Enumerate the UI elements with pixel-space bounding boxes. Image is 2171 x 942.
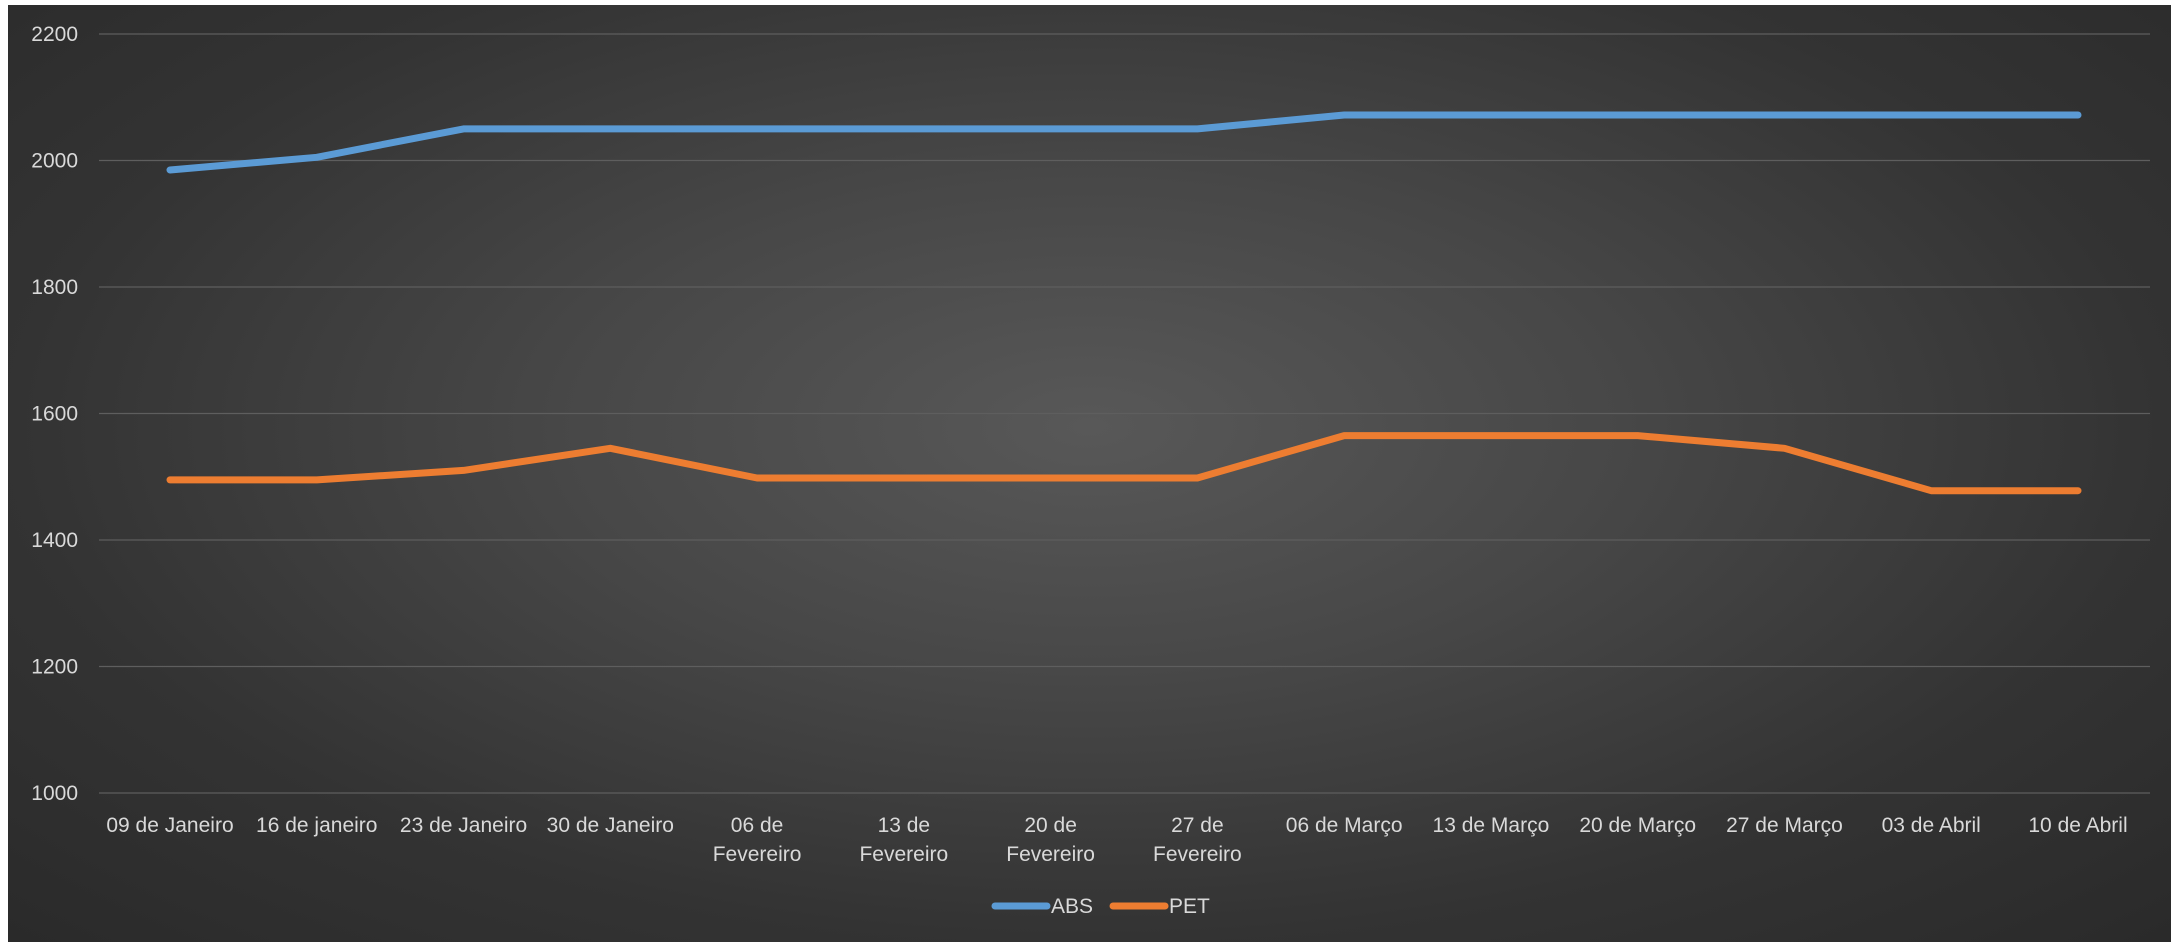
y-tick-label: 1600 <box>31 403 78 426</box>
x-tick-label: 13 de Fevereiro <box>859 814 948 866</box>
x-tick-label: 27 de Fevereiro <box>1153 814 1242 866</box>
x-tick-label: 06 de Março <box>1286 814 1403 837</box>
x-tick-label: 16 de janeiro <box>256 814 377 837</box>
x-tick-label: 27 de Março <box>1726 814 1843 837</box>
x-axis-ticks: 09 de Janeiro 16 de janeiro 23 de Janeiro 3… <box>106 814 2127 866</box>
x-tick-label: 09 de Janeiro <box>106 814 233 837</box>
series-line-pet <box>166 432 2082 495</box>
x-tick-label: 13 de Março <box>1433 814 1550 837</box>
x-tick-label: 30 de Janeiro <box>547 814 674 837</box>
gridlines <box>99 33 2150 794</box>
y-tick-label: 1800 <box>31 276 78 299</box>
x-tick-label: 23 de Janeiro <box>400 814 527 837</box>
x-tick-label: 20 de Março <box>1579 814 1696 837</box>
y-tick-label: 2200 <box>31 23 78 46</box>
legend-label-abs: ABS <box>1051 895 1093 918</box>
y-tick-label: 1000 <box>31 782 78 805</box>
x-tick-label: 20 de Fevereiro <box>1006 814 1095 866</box>
y-tick-label: 2000 <box>31 150 78 173</box>
legend: ABS PET <box>991 895 1210 918</box>
series-line-abs <box>166 111 2082 174</box>
y-axis-ticks: 1000 1200 1400 1600 1800 2000 2200 <box>31 23 78 805</box>
legend-label-pet: PET <box>1169 895 1210 918</box>
y-tick-label: 1400 <box>31 529 78 552</box>
x-tick-label: 03 de Abril <box>1882 814 1981 837</box>
y-tick-label: 1200 <box>31 656 78 679</box>
x-tick-label: 06 de Fevereiro <box>713 814 802 866</box>
series-lines <box>166 111 2082 495</box>
x-tick-label: 10 de Abril <box>2028 814 2127 837</box>
